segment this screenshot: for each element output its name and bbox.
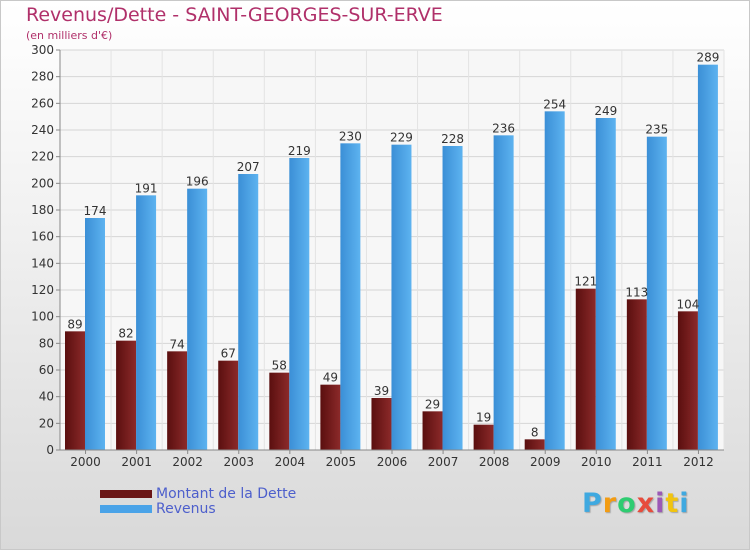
bar-debt: [371, 398, 392, 450]
bar-revenue: [187, 188, 208, 450]
data-label-debt: 82: [118, 327, 133, 341]
y-tick-label: 60: [39, 363, 54, 377]
x-tick-label: 2003: [223, 455, 254, 469]
x-tick-label: 2002: [172, 455, 203, 469]
x-tick-label: 2010: [581, 455, 612, 469]
bar-revenue: [340, 143, 361, 451]
bar-debt: [473, 424, 494, 450]
legend-swatch-revenue: [100, 504, 152, 513]
data-label-debt: 121: [574, 275, 597, 289]
logo-letter: t: [665, 488, 680, 519]
bar-debt: [575, 288, 596, 450]
data-label-debt: 49: [323, 371, 338, 385]
bar-debt: [626, 299, 647, 450]
bar-revenue: [136, 195, 157, 450]
data-label-revenue: 230: [339, 129, 362, 143]
y-tick-label: 180: [31, 203, 54, 217]
y-tick-label: 200: [31, 176, 54, 190]
bar-debt: [422, 411, 443, 450]
y-tick-label: 220: [31, 150, 54, 164]
bar-debt: [269, 372, 290, 450]
data-label-revenue: 174: [84, 204, 107, 218]
bar-revenue: [85, 218, 105, 450]
y-tick-label: 120: [31, 283, 54, 297]
bar-revenue: [442, 146, 463, 450]
legend-label-debt: Montant de la Dette: [156, 485, 297, 502]
legend-label-revenue: Revenus: [156, 500, 216, 517]
x-tick-label: 2005: [326, 455, 357, 469]
logo-letter: r: [602, 488, 618, 519]
data-label-revenue: 207: [237, 160, 260, 174]
y-tick-label: 260: [31, 96, 54, 110]
y-tick-label: 140: [31, 256, 54, 270]
bar-debt: [218, 360, 239, 450]
bar-revenue: [646, 136, 667, 450]
x-tick-label: 2001: [121, 455, 152, 469]
y-tick-label: 80: [39, 336, 54, 350]
bar-revenue: [391, 144, 412, 450]
x-tick-label: 2007: [428, 455, 459, 469]
x-tick-label: 2000: [70, 455, 101, 469]
bar-revenue: [697, 64, 718, 451]
bar-revenue: [289, 158, 310, 450]
bar-revenue: [595, 118, 616, 450]
y-tick-label: 40: [39, 390, 54, 404]
legend-swatch-debt: [100, 489, 152, 498]
logo-letter: i: [679, 488, 690, 519]
data-label-debt: 89: [67, 317, 82, 331]
chart-subtitle: (en milliers d'€): [26, 29, 113, 42]
data-label-revenue: 229: [390, 131, 413, 145]
y-tick-label: 160: [31, 230, 54, 244]
bar-debt: [65, 331, 85, 450]
x-tick-label: 2012: [683, 455, 714, 469]
y-tick-label: 240: [31, 123, 54, 137]
data-label-revenue: 236: [492, 121, 515, 135]
data-label-debt: 104: [676, 297, 699, 311]
data-label-revenue: 235: [645, 123, 668, 137]
data-label-revenue: 228: [441, 132, 464, 146]
y-tick-label: 280: [31, 70, 54, 84]
data-label-debt: 58: [272, 359, 287, 373]
x-tick-label: 2004: [275, 455, 306, 469]
data-label-revenue: 191: [135, 181, 158, 195]
logo-letter: i: [655, 488, 666, 519]
x-tick-label: 2011: [632, 455, 663, 469]
y-tick-label: 300: [31, 43, 54, 57]
bar-debt: [524, 439, 545, 450]
data-label-debt: 74: [170, 337, 185, 351]
x-tick-label: 2006: [377, 455, 408, 469]
logo-letter: o: [617, 488, 637, 519]
bar-revenue: [238, 174, 259, 450]
data-label-debt: 67: [221, 347, 236, 361]
data-label-revenue: 249: [594, 104, 617, 118]
data-label-debt: 29: [425, 397, 440, 411]
data-label-revenue: 196: [186, 175, 209, 189]
legend-item-debt: Montant de la Dette: [100, 485, 297, 502]
chart-legend: Montant de la Dette Revenus: [100, 485, 297, 517]
bar-revenue: [493, 135, 514, 451]
data-label-revenue: 254: [543, 97, 566, 111]
y-tick-label: 20: [39, 416, 54, 430]
logo-letter: x: [636, 488, 656, 519]
data-label-debt: 19: [476, 411, 491, 425]
logo-letter: P: [582, 488, 603, 519]
x-tick-label: 2009: [530, 455, 561, 469]
legend-item-revenue: Revenus: [100, 500, 296, 517]
y-tick-label: 100: [31, 310, 54, 324]
bar-revenue: [544, 111, 565, 450]
bar-debt: [320, 384, 341, 450]
data-label-revenue: 219: [288, 144, 311, 158]
data-label-debt: 113: [625, 285, 648, 299]
y-tick-label: 0: [46, 443, 54, 457]
bar-debt: [116, 340, 137, 450]
proxiti-logo: Proxiti: [582, 488, 690, 519]
data-label-revenue: 289: [696, 51, 719, 65]
bar-debt: [167, 351, 188, 450]
x-tick-label: 2008: [479, 455, 510, 469]
data-label-debt: 39: [374, 384, 389, 398]
bar-debt: [677, 311, 698, 450]
chart-title: Revenus/Dette - SAINT-GEORGES-SUR-ERVE: [26, 4, 443, 26]
data-label-debt: 8: [531, 425, 539, 439]
